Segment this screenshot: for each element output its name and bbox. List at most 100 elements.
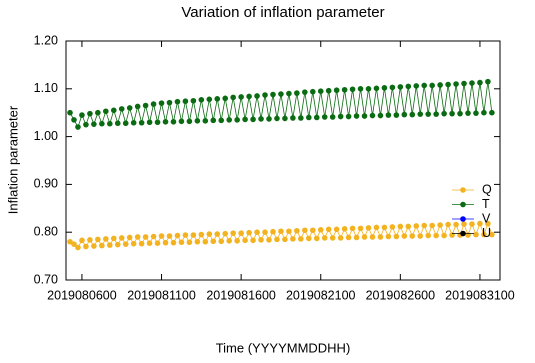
point	[461, 221, 467, 227]
point	[79, 112, 85, 118]
point	[262, 92, 268, 98]
point	[341, 226, 348, 232]
point	[190, 97, 197, 104]
point	[453, 221, 459, 228]
point	[178, 118, 185, 125]
point	[313, 235, 320, 242]
point	[337, 113, 344, 120]
point	[321, 114, 328, 120]
point	[282, 115, 288, 122]
point	[134, 103, 141, 110]
point	[198, 231, 205, 238]
point	[409, 233, 416, 239]
point	[83, 121, 89, 128]
point	[365, 225, 372, 231]
point	[385, 112, 392, 118]
point	[282, 236, 288, 243]
point	[142, 234, 149, 240]
point	[242, 237, 248, 244]
point	[333, 226, 340, 233]
y-tick-label: 0.90	[34, 177, 58, 191]
point	[361, 234, 368, 240]
point	[421, 222, 428, 229]
point	[126, 105, 133, 111]
point	[286, 228, 292, 235]
point	[365, 86, 372, 92]
point	[202, 118, 209, 124]
point	[441, 232, 447, 239]
point	[186, 239, 193, 246]
point	[250, 116, 256, 123]
point	[258, 237, 264, 243]
point	[401, 233, 408, 239]
point	[353, 234, 360, 241]
point	[421, 82, 428, 89]
point	[254, 229, 260, 235]
point	[278, 91, 284, 97]
legend-label: Q	[482, 182, 492, 196]
x-tick-label: 2019083100	[445, 288, 515, 302]
point	[401, 111, 408, 118]
point	[71, 241, 77, 247]
point	[182, 98, 189, 105]
point	[114, 241, 121, 248]
point	[317, 227, 324, 233]
point	[246, 93, 252, 100]
point	[353, 113, 360, 119]
point	[158, 100, 165, 106]
point	[361, 113, 368, 119]
legend-marker	[460, 230, 466, 237]
point	[190, 232, 197, 238]
point	[449, 110, 455, 117]
point	[397, 84, 404, 90]
point	[214, 96, 221, 102]
point	[477, 79, 483, 86]
point	[222, 95, 229, 102]
point	[393, 112, 400, 118]
point	[110, 235, 117, 242]
point	[198, 96, 205, 103]
point	[306, 114, 312, 121]
point	[294, 90, 300, 96]
point	[174, 98, 181, 105]
point	[186, 118, 193, 125]
point	[166, 99, 173, 106]
point	[461, 80, 467, 87]
point	[485, 78, 491, 85]
point	[138, 240, 145, 247]
point	[270, 91, 276, 98]
point	[130, 240, 137, 247]
point	[174, 232, 181, 239]
point	[222, 230, 229, 237]
point	[481, 231, 487, 238]
point	[134, 234, 141, 240]
y-axis-label: Inflation parameter	[5, 105, 20, 214]
point	[230, 94, 236, 101]
point	[99, 242, 105, 249]
point	[122, 241, 129, 247]
point	[306, 235, 312, 242]
point	[146, 119, 153, 126]
point	[230, 230, 236, 236]
point	[325, 226, 332, 233]
point	[87, 110, 93, 117]
point	[373, 224, 380, 231]
point	[226, 238, 232, 244]
chart-title: Variation of inflation parameter	[181, 4, 384, 21]
point	[321, 235, 328, 241]
point	[369, 112, 376, 119]
x-tick-label: 2019081600	[206, 288, 276, 302]
point	[441, 110, 447, 117]
point	[146, 240, 153, 246]
legend-marker	[460, 216, 466, 222]
point	[337, 235, 344, 241]
legend-label: V	[482, 211, 491, 225]
point	[274, 115, 280, 122]
point	[405, 83, 412, 90]
point	[465, 110, 471, 116]
point	[413, 83, 420, 89]
point	[405, 223, 412, 230]
point	[202, 238, 209, 245]
point	[433, 111, 439, 117]
point	[75, 124, 81, 130]
